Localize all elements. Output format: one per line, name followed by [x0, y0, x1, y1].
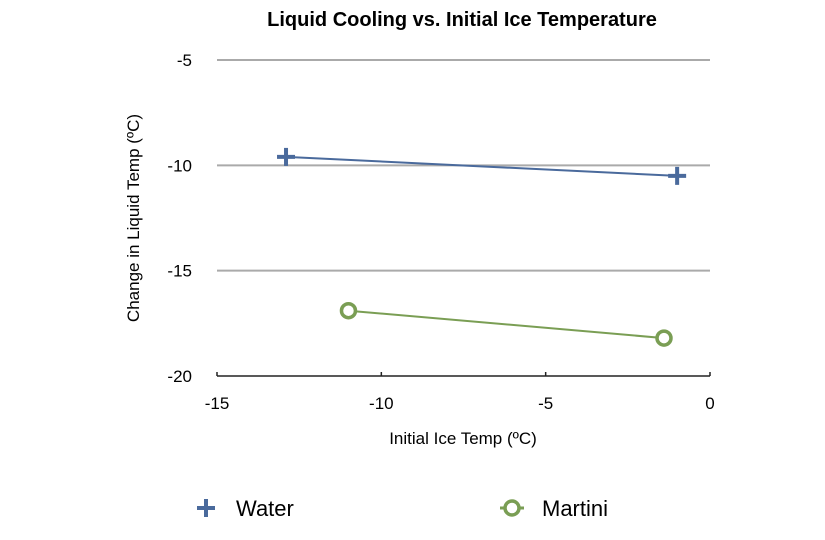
series-line: [348, 309, 665, 340]
legend-marker: [503, 499, 521, 517]
series-layer: [277, 147, 687, 347]
y-tick-label: -5: [177, 51, 192, 70]
legend-item-martini: Martini: [500, 496, 608, 521]
series-line: [285, 155, 678, 177]
legend: Water Martini: [197, 496, 608, 521]
x-axis-label: Initial Ice Temp (ºC): [389, 429, 537, 448]
chart-title: Liquid Cooling vs. Initial Ice Temperatu…: [267, 9, 657, 31]
legend-label: Water: [236, 496, 294, 521]
y-tick-label: -10: [167, 156, 192, 175]
y-axis-label: Change in Liquid Temp (ºC): [124, 114, 143, 322]
legend-label: Martini: [542, 496, 608, 521]
legend-marker: [197, 499, 215, 517]
series-water: [277, 147, 687, 185]
data-point: [277, 147, 296, 166]
x-tick-label: -15: [205, 394, 230, 413]
series-martini: [339, 301, 673, 347]
data-point: [668, 166, 687, 185]
x-axis: -15 -10 -5 0: [205, 372, 715, 413]
data-point: [339, 301, 358, 320]
x-tick-label: 0: [705, 394, 714, 413]
x-tick-label: -10: [369, 394, 394, 413]
x-tick-label: -5: [538, 394, 553, 413]
y-tick-label: -15: [167, 262, 192, 281]
data-point: [655, 329, 673, 347]
legend-item-water: Water: [197, 496, 294, 521]
y-tick-label: -20: [167, 367, 192, 386]
y-axis-ticks: -5 -10 -15 -20: [167, 51, 192, 386]
